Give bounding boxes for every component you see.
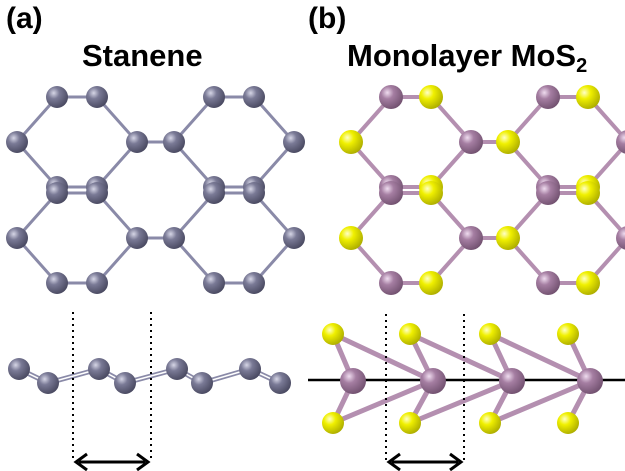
- sn-side-atom: [114, 372, 136, 394]
- sn-atom: [46, 272, 68, 294]
- mo-atom: [459, 130, 483, 154]
- sn-atom: [243, 272, 265, 294]
- s-side-atom: [479, 412, 501, 434]
- s-side-atom: [399, 323, 421, 345]
- mo-atom: [379, 271, 403, 295]
- s-atom: [576, 181, 600, 205]
- sn-side-atom: [37, 372, 59, 394]
- s-atom: [496, 226, 520, 250]
- s-side-atom: [322, 323, 344, 345]
- mo-side-atom: [577, 368, 603, 394]
- mos2-side-bond: [487, 378, 593, 426]
- atom-layer: [6, 85, 625, 434]
- mos2-side-bond: [487, 331, 593, 384]
- mo-side-atom: [420, 368, 446, 394]
- lattice-arrow-head: [73, 452, 88, 471]
- sn-atom: [283, 131, 305, 153]
- s-atom: [419, 85, 443, 109]
- mos2-side-bond: [407, 331, 515, 384]
- sn-atom: [86, 182, 108, 204]
- lattice-arrow-head: [136, 452, 151, 471]
- s-side-atom: [557, 323, 579, 345]
- s-atom: [576, 271, 600, 295]
- sn-side-atom: [88, 358, 110, 380]
- s-atom: [339, 226, 363, 250]
- sn-atom: [86, 86, 108, 108]
- panel-b-label: (b): [308, 2, 347, 35]
- sn-atom: [283, 227, 305, 249]
- sn-atom: [6, 227, 28, 249]
- s-side-atom: [399, 412, 421, 434]
- sn-atom: [46, 86, 68, 108]
- mo-atom: [616, 226, 625, 250]
- sn-atom: [46, 182, 68, 204]
- sn-side-atom: [166, 358, 188, 380]
- sn-atom: [243, 86, 265, 108]
- s-side-atom: [479, 323, 501, 345]
- panel-b-title-subscript: 2: [576, 55, 588, 77]
- s-atom: [576, 85, 600, 109]
- mo-atom: [536, 85, 560, 109]
- s-atom: [419, 271, 443, 295]
- sn-atom: [126, 131, 148, 153]
- s-atom: [339, 130, 363, 154]
- mos2-side-bond: [330, 378, 436, 426]
- s-atom: [496, 130, 520, 154]
- sn-side-atom: [191, 372, 213, 394]
- s-atom: [419, 181, 443, 205]
- sn-side-atom: [269, 372, 291, 394]
- sn-side-atom: [239, 358, 261, 380]
- sn-atom: [86, 272, 108, 294]
- lattice-arrow-head: [386, 452, 401, 471]
- sn-atom: [203, 272, 225, 294]
- panel-a-title: Stanene: [82, 38, 203, 73]
- lattice-arrow-head: [449, 452, 464, 471]
- mo-atom: [379, 181, 403, 205]
- panel-a-label: (a): [6, 2, 43, 35]
- mos2-side-bond: [407, 378, 515, 426]
- panel-b-title: Monolayer MoS2: [347, 38, 588, 77]
- sn-atom: [203, 86, 225, 108]
- mo-atom: [536, 271, 560, 295]
- sn-atom: [126, 227, 148, 249]
- sn-atom: [163, 227, 185, 249]
- mo-atom: [459, 226, 483, 250]
- guide-line-layer: [72, 312, 625, 471]
- mo-side-atom: [340, 368, 366, 394]
- mo-atom: [536, 181, 560, 205]
- mos2-side-bond: [330, 331, 436, 384]
- s-side-atom: [557, 412, 579, 434]
- mo-atom: [616, 130, 625, 154]
- panel-b-title-main: Monolayer MoS: [347, 38, 577, 73]
- sn-side-atom: [8, 358, 30, 380]
- sn-atom: [203, 182, 225, 204]
- sn-atom: [163, 131, 185, 153]
- mo-atom: [379, 85, 403, 109]
- s-side-atom: [322, 412, 344, 434]
- sn-atom: [243, 182, 265, 204]
- mo-side-atom: [499, 368, 525, 394]
- sn-atom: [6, 131, 28, 153]
